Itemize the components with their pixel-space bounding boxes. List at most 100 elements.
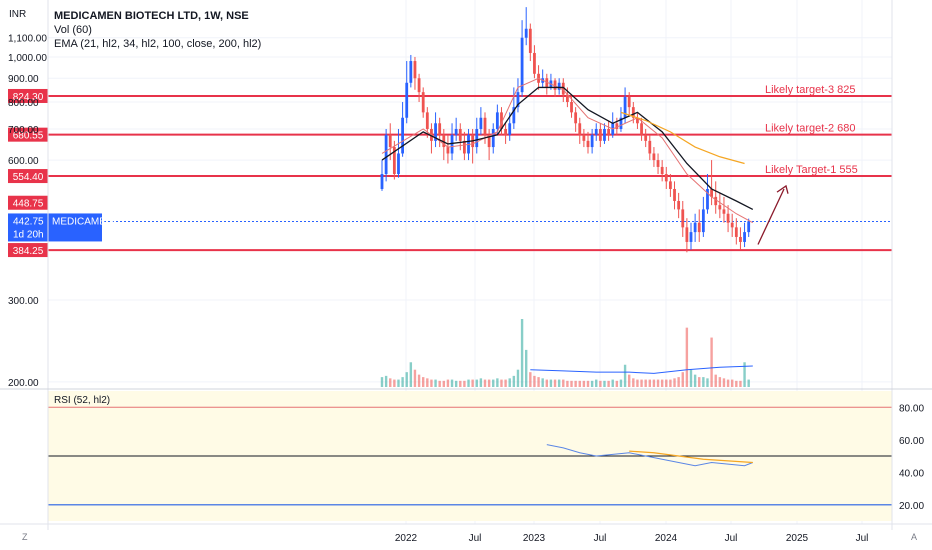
volume-bar <box>496 378 499 387</box>
candle-body <box>739 236 742 242</box>
candle-body <box>524 28 528 38</box>
volume-bar <box>710 337 713 387</box>
candle-body <box>487 134 491 148</box>
candle-body <box>730 222 734 228</box>
volume-bar <box>557 379 561 387</box>
candle-body <box>413 61 417 79</box>
candle-body <box>693 222 697 233</box>
level-target-note: Likely target-3 825 <box>765 84 856 96</box>
candle-body <box>495 112 499 129</box>
volume-bar <box>693 374 697 387</box>
volume-bar <box>739 380 742 387</box>
price-tick-label: 200.00 <box>8 378 39 389</box>
candle-body <box>442 134 446 148</box>
volume-bar <box>714 374 717 387</box>
candle-body <box>656 160 660 167</box>
candle-body <box>734 227 738 237</box>
high-badge <box>8 195 48 210</box>
volume-bar <box>628 374 631 387</box>
volume-bar <box>607 380 610 387</box>
volume-bar <box>446 379 450 387</box>
volume-bar <box>393 379 396 387</box>
candle-body <box>619 117 623 129</box>
time-tick-label: 2023 <box>523 533 546 544</box>
volume-bar <box>438 380 441 387</box>
candle-body <box>615 123 619 129</box>
candle-body <box>454 128 458 135</box>
volume-bar <box>504 379 507 387</box>
volume-bar <box>389 378 392 387</box>
candle-body <box>623 97 627 118</box>
volume-bar <box>487 379 491 387</box>
candle-body <box>578 123 582 135</box>
volume-bar <box>685 327 689 387</box>
volume-bar <box>492 379 495 387</box>
candle-body <box>512 107 516 124</box>
volume-bar <box>743 362 746 387</box>
volume-bar <box>479 378 483 387</box>
candle-body <box>508 123 512 135</box>
volume-bar <box>644 379 647 387</box>
candle-body <box>380 174 384 189</box>
volume-bar <box>615 380 619 387</box>
candle-body <box>607 128 610 135</box>
rsi-line <box>546 444 753 467</box>
volume-indicator-label[interactable]: Vol (60) <box>54 24 92 36</box>
volume-bar <box>417 374 421 387</box>
volume-bar <box>525 349 528 387</box>
volume-bar <box>623 364 627 387</box>
volume-bar <box>430 379 433 387</box>
level-target-note: Likely Target-1 555 <box>765 164 858 176</box>
candle-body <box>586 140 590 148</box>
volume-bar <box>409 362 413 387</box>
candle-body <box>677 200 681 210</box>
volume-bar <box>471 379 474 387</box>
candle-body <box>405 82 409 118</box>
candle-body <box>664 174 668 182</box>
volume-bar <box>582 380 586 387</box>
currency-label[interactable]: INR <box>9 9 27 20</box>
volume-bar <box>586 380 590 387</box>
candle-body <box>438 123 442 135</box>
candle-body <box>520 37 524 93</box>
candle-body <box>640 123 643 135</box>
ema-indicator-label[interactable]: EMA (21, hl2, 34, hl2, 100, close, 200, … <box>54 38 262 50</box>
volume-bar <box>570 380 573 387</box>
time-tick-label: Jul <box>469 533 482 544</box>
volume-bar <box>574 380 577 387</box>
volume-bar <box>578 380 581 387</box>
candle-body <box>392 147 396 175</box>
candle-body <box>458 128 462 141</box>
volume-bar <box>640 379 643 387</box>
candle-body <box>401 117 404 154</box>
candle-body <box>388 134 392 148</box>
zoom-toggle[interactable]: Z <box>22 532 28 542</box>
volume-bar <box>590 380 594 387</box>
level-price-label: 680.55 <box>13 131 44 142</box>
candle-body <box>516 92 520 108</box>
candle-body <box>747 221 751 233</box>
time-tick-label: Jul <box>725 533 738 544</box>
candle-body <box>417 78 421 93</box>
volume-bar <box>669 379 672 387</box>
level-price-label: 554.40 <box>13 172 44 183</box>
rsi-tick-label: 60.00 <box>899 436 924 447</box>
volume-bar <box>660 379 664 387</box>
rsi-tick-label: 20.00 <box>899 501 924 512</box>
last-price-badge <box>8 213 102 242</box>
rsi-pane: 80.00 60.00 40.00 20.00 RSI (52, hl2) <box>48 391 924 521</box>
candle-body <box>648 140 652 154</box>
candle-body <box>425 112 429 129</box>
chart-title: MEDICAMEN BIOTECH LTD, 1W, NSE <box>54 10 249 22</box>
countdown-label: 1d 20h <box>13 229 44 240</box>
level-badge <box>8 88 48 103</box>
candle-body <box>673 188 676 201</box>
volume-bar <box>595 379 598 387</box>
volume-bar <box>562 379 565 387</box>
time-tick-label: 2022 <box>395 533 418 544</box>
auto-scale-toggle[interactable]: A <box>911 532 918 542</box>
volume-bar <box>735 380 738 387</box>
high-badge-label: 448.75 <box>13 199 44 210</box>
candle-body <box>590 134 594 148</box>
